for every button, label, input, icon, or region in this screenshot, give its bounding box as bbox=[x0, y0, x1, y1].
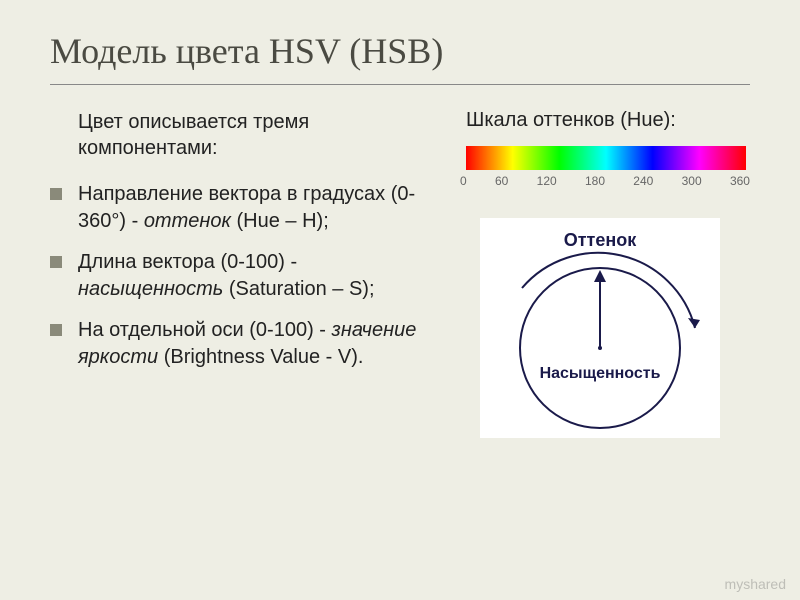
hue-tick: 360 bbox=[730, 174, 750, 188]
bullet-list: Направление вектора в градусах (0-360°) … bbox=[50, 181, 440, 371]
hue-scale: 0 60 120 180 240 300 360 bbox=[460, 146, 750, 188]
hue-tick: 120 bbox=[537, 174, 557, 188]
bullet-em: оттенок bbox=[144, 210, 231, 232]
bullet-post: (Hue – H); bbox=[231, 210, 329, 232]
hsv-circle-diagram: Оттенок Насыщенность bbox=[480, 218, 720, 438]
bullet-em: насыщенность bbox=[78, 278, 223, 300]
bullet-post: (Brightness Value - V). bbox=[158, 346, 363, 368]
hue-scale-title: Шкала оттенков (Hue): bbox=[466, 109, 750, 132]
title-rule bbox=[50, 84, 750, 85]
outer-label: Оттенок bbox=[564, 230, 638, 250]
hue-tick: 60 bbox=[495, 174, 508, 188]
bullet-pre: На отдельной оси (0-100) - bbox=[78, 319, 332, 341]
content-area: Цвет описывается тремя компонентами: Нап… bbox=[50, 109, 750, 438]
hue-gradient-bar bbox=[466, 146, 746, 170]
hue-tick-labels: 0 60 120 180 240 300 360 bbox=[460, 174, 750, 188]
bullet-pre: Длина вектора (0-100) - bbox=[78, 251, 297, 273]
watermark: myshared bbox=[725, 576, 786, 592]
intro-text: Цвет описывается тремя компонентами: bbox=[78, 109, 440, 161]
radial-arrow-head bbox=[594, 270, 606, 282]
right-column: Шкала оттенков (Hue): 0 60 120 180 240 3… bbox=[460, 109, 750, 438]
outer-arc bbox=[522, 253, 695, 328]
circle-svg: Оттенок Насыщенность bbox=[480, 218, 720, 438]
slide-title: Модель цвета HSV (HSB) bbox=[50, 30, 750, 72]
list-item: Длина вектора (0-100) - насыщенность (Sa… bbox=[50, 249, 440, 303]
hue-tick: 180 bbox=[585, 174, 605, 188]
hue-tick: 240 bbox=[633, 174, 653, 188]
left-column: Цвет описывается тремя компонентами: Нап… bbox=[50, 109, 440, 438]
list-item: Направление вектора в градусах (0-360°) … bbox=[50, 181, 440, 235]
hue-tick: 300 bbox=[682, 174, 702, 188]
bullet-post: (Saturation – S); bbox=[223, 278, 374, 300]
slide: Модель цвета HSV (HSB) Цвет описывается … bbox=[0, 0, 800, 600]
inner-label: Насыщенность bbox=[540, 365, 661, 382]
hue-tick: 0 bbox=[460, 174, 467, 188]
list-item: На отдельной оси (0-100) - значение ярко… bbox=[50, 317, 440, 371]
outer-arc-arrowhead bbox=[688, 318, 700, 328]
